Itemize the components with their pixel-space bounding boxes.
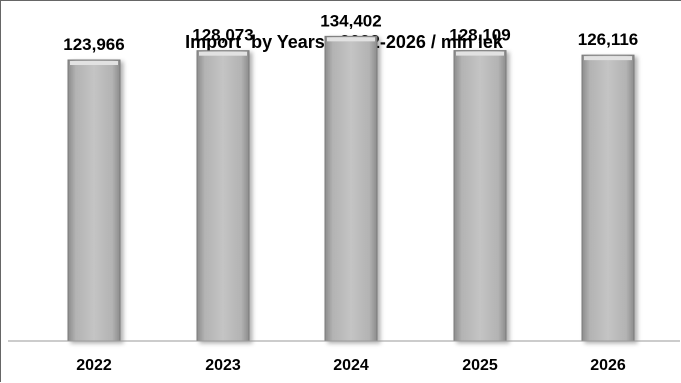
bar-top-highlight-2022 <box>70 61 118 66</box>
x-tick-label-2026: 2026 <box>590 357 626 374</box>
x-tick-label-2023: 2023 <box>205 357 241 374</box>
bar-2026 <box>581 54 635 342</box>
data-label-2022: 123,966 <box>63 35 124 54</box>
bar-2025 <box>453 50 507 342</box>
data-label-2025: 128,109 <box>449 26 510 45</box>
data-label-2024: 134,402 <box>320 11 381 30</box>
bar-top-highlight-2024 <box>327 37 375 42</box>
bar-2024 <box>324 35 378 342</box>
bars-group: 123,966 128,073 134,402 128,109 126,116 <box>63 11 639 342</box>
x-tick-label-2022: 2022 <box>76 357 112 374</box>
bar-top-highlight-2026 <box>584 56 632 61</box>
bar-top-highlight-2023 <box>199 51 247 56</box>
x-tick-label-2024: 2024 <box>333 357 369 374</box>
x-tick-labels: 2022 2023 2024 2025 2026 <box>76 357 626 374</box>
data-label-2023: 128,073 <box>192 26 253 45</box>
bar-2022 <box>67 59 121 342</box>
data-label-2026: 126,116 <box>578 30 639 49</box>
bar-2023 <box>196 50 250 342</box>
bar-top-highlight-2025 <box>456 51 504 56</box>
x-tick-label-2025: 2025 <box>462 357 498 374</box>
